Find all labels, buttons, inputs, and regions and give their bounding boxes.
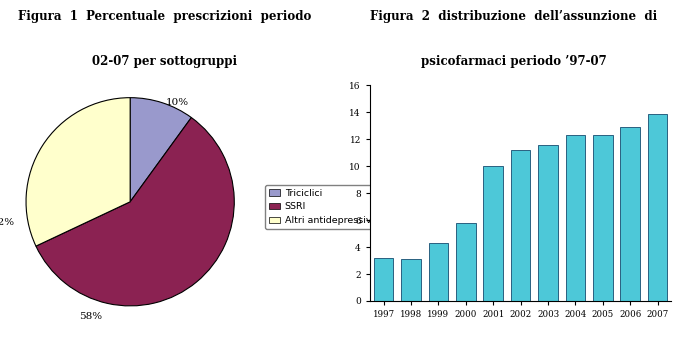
Text: Figura  2  distribuzione  dell’assunzione  di: Figura 2 distribuzione dell’assunzione d… [370, 10, 658, 23]
Bar [538, 145, 558, 301]
Bar [511, 150, 530, 301]
Text: 58%: 58% [79, 312, 103, 321]
Bar [429, 243, 448, 301]
Text: 10%: 10% [166, 98, 188, 107]
Bar [566, 135, 585, 301]
Wedge shape [36, 118, 234, 306]
Text: Figura  1  Percentuale  prescrizioni  periodo: Figura 1 Percentuale prescrizioni period… [18, 10, 311, 23]
Wedge shape [130, 98, 191, 202]
Bar [484, 166, 503, 301]
Bar [593, 135, 612, 301]
Bar [648, 114, 667, 301]
Bar [401, 259, 421, 301]
Bar [374, 258, 393, 301]
Text: 02-07 per sottogruppi: 02-07 per sottogruppi [92, 55, 237, 68]
Bar [456, 223, 475, 301]
Wedge shape [26, 98, 130, 246]
Text: psicofarmaci periodo ’97-07: psicofarmaci periodo ’97-07 [421, 55, 607, 68]
Text: 32%: 32% [0, 218, 14, 227]
Legend: Triciclici, SSRI, Altri antidepressivi: Triciclici, SSRI, Altri antidepressivi [265, 185, 377, 229]
Bar [621, 127, 640, 301]
